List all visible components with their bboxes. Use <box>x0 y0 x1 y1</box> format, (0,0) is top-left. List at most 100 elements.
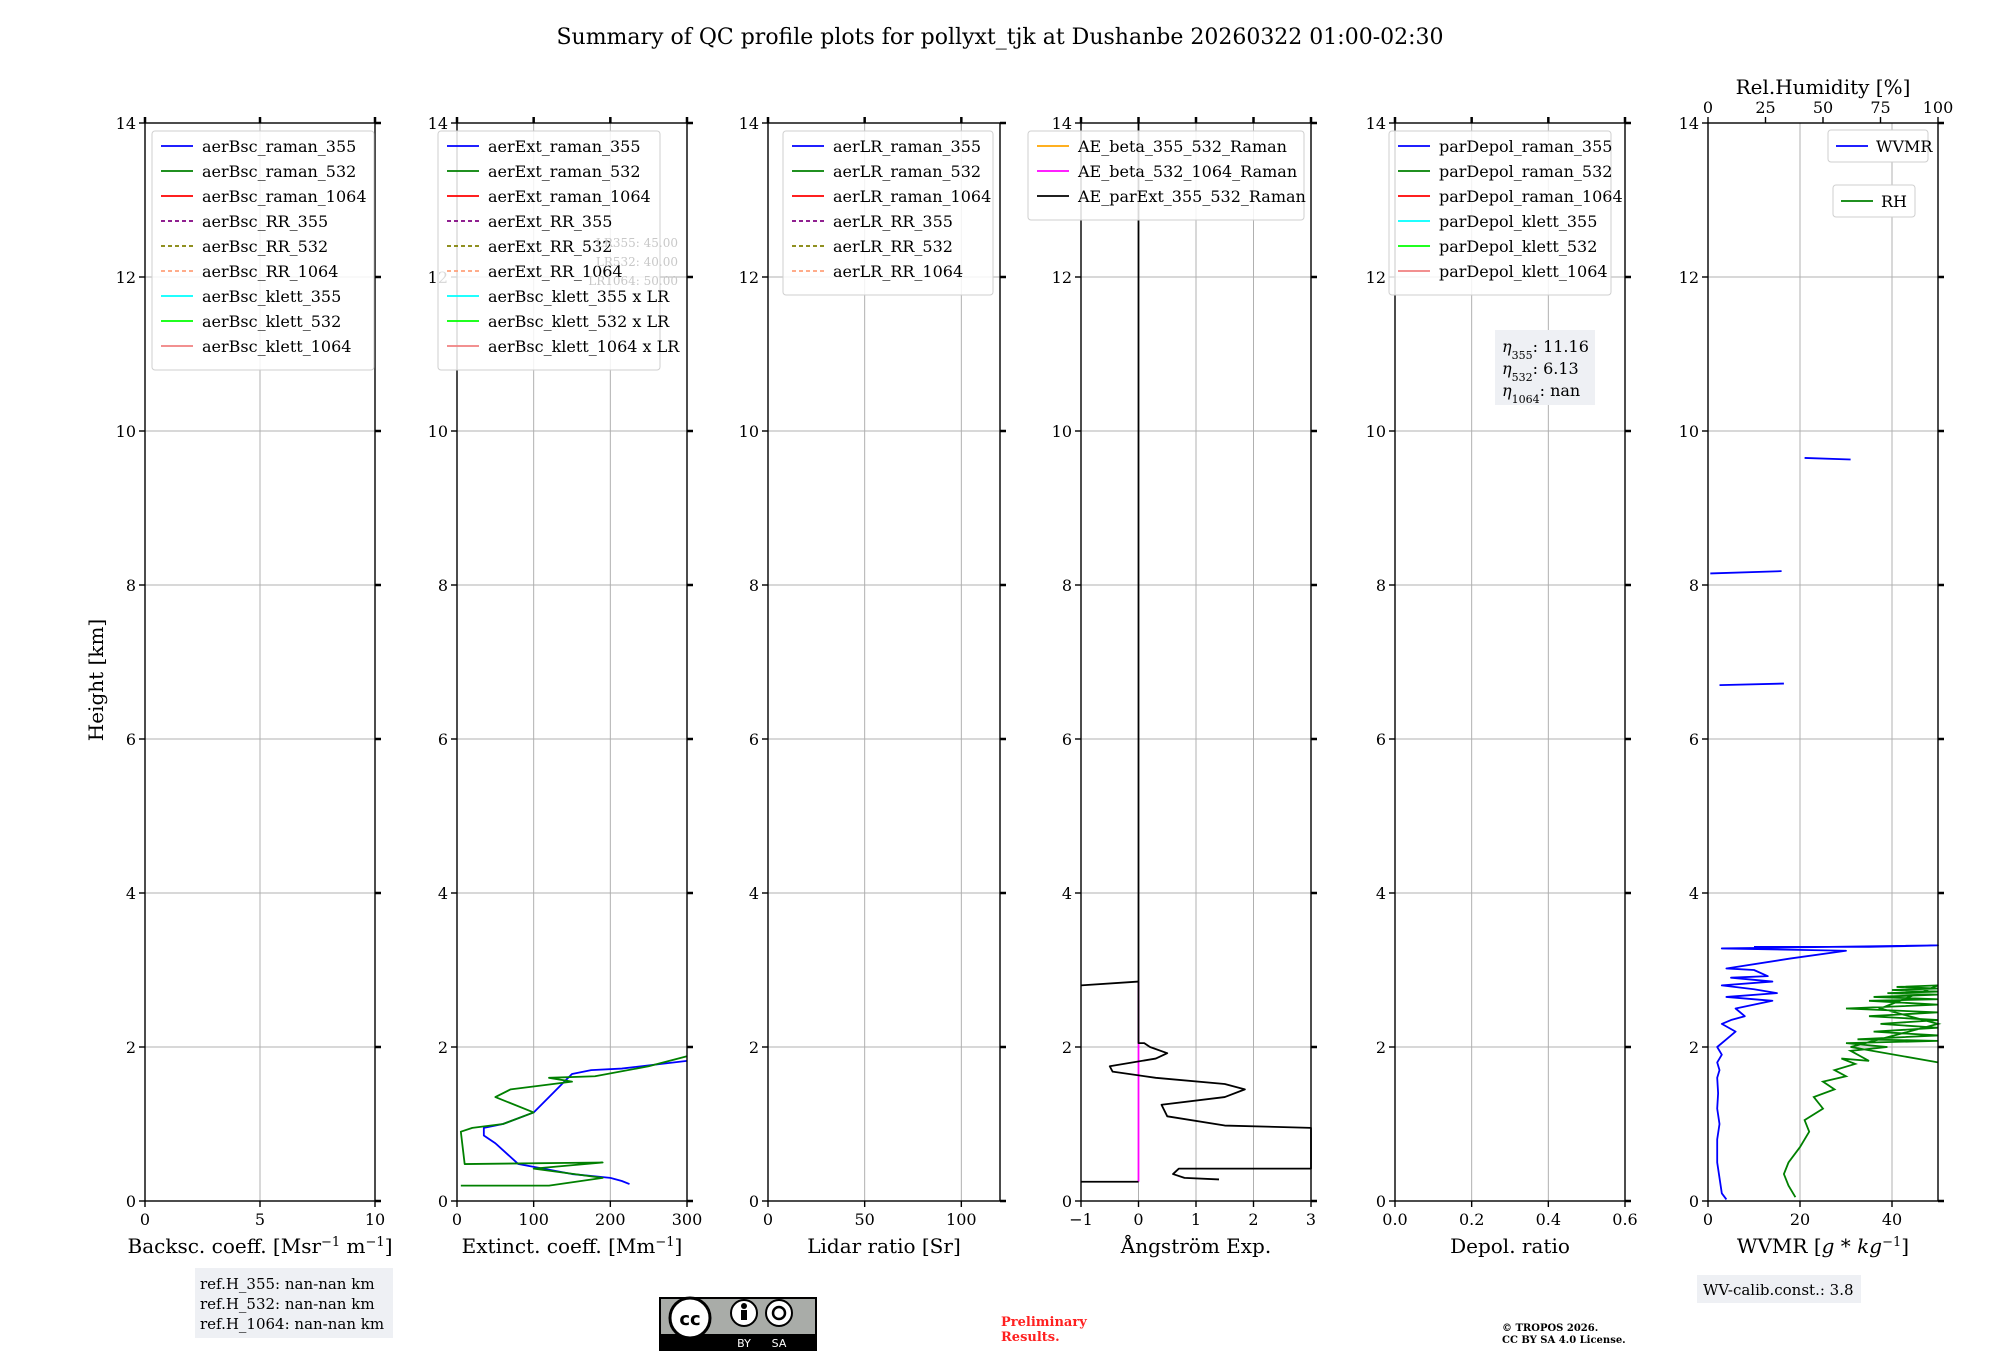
legend-entry: aerBsc_klett_1064 <box>202 337 351 356</box>
eta-symbol: η <box>1502 381 1512 400</box>
x-tick-label: 0.0 <box>1382 1210 1407 1229</box>
legend-entry: aerBsc_raman_1064 <box>202 187 367 206</box>
legend-box <box>1832 184 1916 218</box>
legend-entry: aerExt_RR_1064 <box>488 262 623 281</box>
x-tick-label: 0.6 <box>1612 1210 1637 1229</box>
legend: aerBsc_raman_355 aerBsc_raman_532 aerBsc_r… <box>151 130 375 371</box>
ref-height-1064: ref.H_1064: nan-nan km <box>200 1315 384 1333</box>
x-tick-label: 3 <box>1306 1210 1316 1229</box>
legend: AE_beta_355_532_Raman AE_beta_532_1064_Ra… <box>1027 130 1306 221</box>
eta-symbol: η <box>1502 337 1512 356</box>
axes-frame <box>767 122 1001 1202</box>
y-tick-label: 4 <box>1376 884 1386 903</box>
y-tick-label: 12 <box>1052 268 1072 287</box>
x-tick-label: 100 <box>946 1210 977 1229</box>
y-tick-label: 12 <box>116 268 136 287</box>
legend-entry: AE_beta_355_532_Raman <box>1077 137 1287 156</box>
eta-number: : 6.13 <box>1533 359 1579 378</box>
y-tick-label: 0 <box>749 1192 759 1211</box>
y-tick-label: 2 <box>126 1038 136 1057</box>
series-line-WVMR_8.15 <box>1710 570 1782 575</box>
y-tick-label: 10 <box>1679 422 1699 441</box>
y-tick-label: 14 <box>116 114 136 133</box>
legend-entry: aerBsc_raman_532 <box>202 162 356 181</box>
wv-calib-const: WV-calib.const.: 3.8 <box>1703 1281 1854 1299</box>
ref-height-355: ref.H_355: nan-nan km <box>200 1275 375 1293</box>
series-line-aerExt_raman_355 <box>482 1059 688 1185</box>
copyright-line-1: © TROPOS 2026. <box>1502 1323 1598 1334</box>
legend-entry: aerExt_raman_355 <box>488 137 641 156</box>
legend-box <box>1388 130 1612 296</box>
panel-ext: 024681012140100200300Extinct. coeff. [Mm… <box>428 114 703 1258</box>
legend-entry: parDepol_raman_355 <box>1439 137 1612 156</box>
legend-entry: AE_beta_532_1064_Raman <box>1077 162 1297 181</box>
share-alike-icon <box>765 1299 793 1327</box>
y-tick-label: 8 <box>1376 576 1386 595</box>
eta-subscript: 1064 <box>1512 393 1540 406</box>
y-tick-label: 0 <box>1376 1192 1386 1211</box>
legend-entry: aerBsc_klett_1064 x LR <box>488 337 680 356</box>
cc-logo-icon <box>668 1296 712 1340</box>
legend-entry: AE_parExt_355_532_Raman <box>1077 187 1306 206</box>
y-tick-label: 2 <box>1376 1038 1386 1057</box>
legend-entry: parDepol_raman_1064 <box>1439 187 1623 206</box>
legend-entry: aerExt_RR_355 <box>488 212 612 231</box>
axes-frame <box>1394 122 1626 1202</box>
legend: parDepol_raman_355 parDepol_raman_532 parD… <box>1388 130 1623 296</box>
y-tick-label: 2 <box>1062 1038 1072 1057</box>
y-tick-label: 10 <box>1052 422 1072 441</box>
y-tick-label: 4 <box>749 884 759 903</box>
legend-entry: RH <box>1881 192 1907 211</box>
x-axis-label: Depol. ratio <box>1450 1234 1570 1258</box>
y-tick-label: 14 <box>428 114 448 133</box>
x-label-part: Extinct. coeff. [Mm <box>462 1234 656 1258</box>
y-tick-label: 4 <box>438 884 448 903</box>
x-axis-label: Lidar ratio [Sr] <box>807 1234 961 1258</box>
legend-box <box>151 130 375 371</box>
legend-entry: parDepol_klett_1064 <box>1439 262 1608 281</box>
x-tick-label: 1 <box>1191 1210 1201 1229</box>
x-tick-label: 0 <box>1703 1210 1713 1229</box>
x-tick-label: 0 <box>1133 1210 1143 1229</box>
x-tick-label: 50 <box>854 1210 874 1229</box>
ref-height-532: ref.H_532: nan-nan km <box>200 1295 375 1313</box>
axes-frame <box>456 122 688 1202</box>
badge-sa-label: SA <box>772 1337 787 1350</box>
y-tick-label: 0 <box>1689 1192 1699 1211</box>
attribution-icon-head <box>741 1303 747 1309</box>
x-label-part: WVMR [ <box>1737 1234 1822 1258</box>
y-tick-label: 10 <box>1366 422 1386 441</box>
legend-entry: parDepol_raman_532 <box>1439 162 1612 181</box>
top-x-tick-label: 75 <box>1870 98 1890 117</box>
series-line-WVMR_9.65 <box>1804 457 1851 461</box>
y-tick-label: 8 <box>1062 576 1072 595</box>
legend-entry: aerExt_raman_532 <box>488 162 641 181</box>
legend-entry: aerLR_raman_355 <box>833 137 981 156</box>
legend: aerLR_raman_355 aerLR_raman_532 aerLR_rama… <box>782 130 994 296</box>
legend: RH <box>1832 184 1916 218</box>
y-tick-label: 6 <box>126 730 136 749</box>
y-tick-label: 0 <box>1062 1192 1072 1211</box>
y-tick-label: 8 <box>749 576 759 595</box>
x-axis-label: Extinct. coeff. [Mm−1] <box>462 1234 683 1258</box>
legend-entry: aerExt_raman_1064 <box>488 187 651 206</box>
eta-subscript: 355 <box>1512 349 1533 362</box>
eta-box-bg <box>1495 330 1595 405</box>
y-tick-label: 0 <box>438 1192 448 1211</box>
x-tick-label: 0 <box>140 1210 150 1229</box>
eta-number: : 11.16 <box>1533 337 1589 356</box>
legend-entry: aerBsc_klett_355 x LR <box>488 287 670 306</box>
legend-entry: WVMR <box>1876 137 1933 156</box>
x-tick-label: 40 <box>1882 1210 1902 1229</box>
legend: WVMR <box>1827 129 1933 163</box>
eta-symbol: η <box>1502 359 1512 378</box>
y-tick-label: 12 <box>739 268 759 287</box>
legend-entry: parDepol_klett_355 <box>1439 212 1597 231</box>
lidar-ratio-annotation: LR1064: 50.00 <box>588 274 678 288</box>
cc-by-sa-badge[interactable]: cc BY SA <box>659 1296 817 1351</box>
y-tick-label: 8 <box>126 576 136 595</box>
series-line-WVMR_6.7 <box>1719 682 1784 686</box>
legend-entry: aerExt_RR_532 <box>488 237 612 256</box>
